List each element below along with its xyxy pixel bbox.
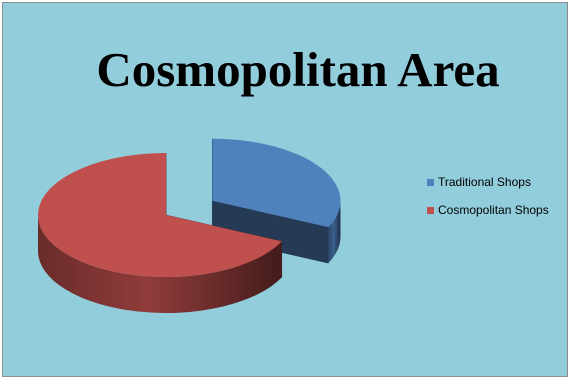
legend-label: Traditional Shops bbox=[438, 175, 531, 189]
chart-legend: Traditional Shops Cosmopolitan Shops bbox=[427, 175, 549, 231]
legend-item-cosmopolitan-shops: Cosmopolitan Shops bbox=[427, 203, 549, 217]
legend-label: Cosmopolitan Shops bbox=[438, 203, 549, 217]
pie-slice-cosmopolitan-shops bbox=[38, 152, 283, 313]
pie-slice-traditional-shops bbox=[212, 138, 341, 264]
chart-title: Cosmopolitan Area bbox=[96, 42, 500, 97]
legend-item-traditional-shops: Traditional Shops bbox=[427, 175, 549, 189]
pie-chart bbox=[38, 138, 341, 313]
chart-area: Cosmopolitan Area Traditional Shops Cosmo… bbox=[2, 2, 568, 377]
legend-swatch bbox=[427, 178, 434, 186]
legend-swatch bbox=[427, 206, 434, 214]
